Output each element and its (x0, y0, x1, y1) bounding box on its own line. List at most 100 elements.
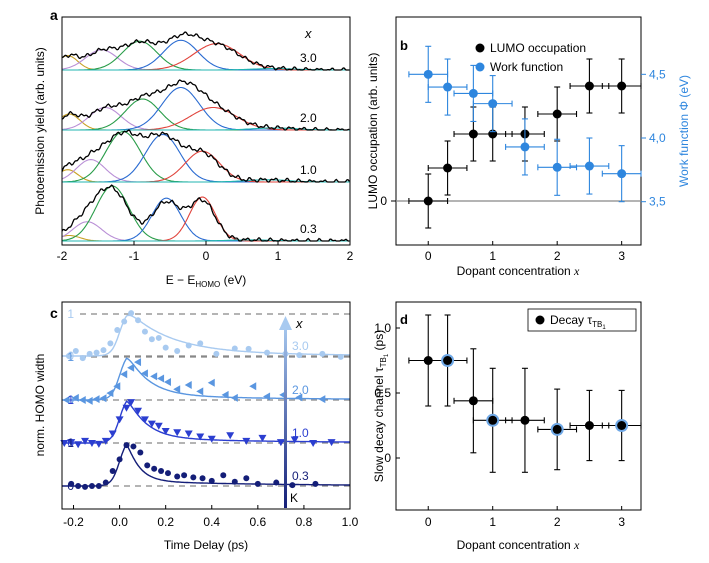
data-point (488, 99, 498, 109)
data-point (137, 449, 144, 456)
y-tick-label: 0 (384, 451, 391, 465)
data-point (150, 372, 158, 381)
panel-b-x-label: Dopant concentration x (457, 264, 580, 278)
data-point (164, 470, 171, 477)
data-point (318, 395, 326, 404)
data-point (81, 437, 90, 445)
data-point (82, 483, 89, 490)
panel-d-x-ticks: 0 1 2 3 (425, 506, 625, 529)
data-point (584, 421, 594, 430)
data-point (423, 196, 433, 206)
data-point (190, 474, 197, 481)
data-point (264, 349, 271, 356)
panel-b-right-y-ticks: 3,5 4,0 4,5 (641, 67, 666, 209)
spectrum-curve (61, 31, 350, 71)
series-label: 3.0 (292, 339, 309, 353)
data-point (128, 310, 135, 317)
data-point (162, 344, 169, 351)
panel-c-x-ticks: -0.2 0.0 0.2 0.4 0.6 0.8 1.0 (63, 505, 359, 529)
panel-c-reference-lines (80, 313, 350, 487)
data-point (290, 436, 299, 444)
data-point (423, 69, 433, 79)
data-point (151, 465, 158, 472)
data-point (258, 434, 267, 442)
data-point (75, 483, 82, 489)
x-tick-label: 2 (554, 249, 561, 263)
panel-b-x-ticks: 0 1 2 3 (425, 241, 625, 263)
x-tick-label: 0.0 (111, 515, 128, 529)
x-tick-label: 2 (554, 515, 561, 529)
data-point (88, 483, 95, 489)
panel-a-x-label: E − EHOMO (eV) (166, 273, 247, 289)
panel-d-frame (395, 301, 642, 511)
legend-lumo-label: LUMO occupation (490, 41, 586, 55)
legend-wf-marker (475, 62, 485, 72)
data-point (113, 382, 121, 391)
data-point (552, 109, 562, 119)
data-point (127, 399, 136, 407)
spectrum-curve (61, 129, 350, 183)
data-point (584, 161, 594, 171)
panel-d-x-label: Dopant concentration x (457, 538, 580, 552)
panel-c-arrow: xK (279, 316, 303, 508)
data-point (123, 442, 130, 449)
data-point (78, 396, 86, 404)
x-tick-label: -0.2 (63, 515, 84, 529)
series-label: 1.0 (292, 426, 309, 440)
panel-b: b 0 1 2 3 3,5 4,0 4,5 0 LUMO occupation Work … (366, 16, 691, 278)
panel-c-frame (61, 301, 351, 510)
data-point (100, 347, 107, 354)
data-point (109, 467, 116, 474)
data-point (102, 479, 109, 486)
panel-a-var-label: x (304, 26, 312, 41)
panel-c-x-label: Time Delay (ps) (164, 538, 248, 552)
x-tick-label: 0.6 (249, 515, 266, 529)
right-y-tick-label: 4,5 (649, 67, 666, 81)
data-point (295, 393, 303, 402)
panel-b-work-function-series (408, 45, 642, 203)
data-point (101, 437, 110, 445)
data-point (173, 385, 181, 394)
legend-wf-label: Work function (490, 60, 563, 74)
data-point (184, 380, 192, 389)
panel-b-legend: LUMO occupation Work function (475, 41, 586, 74)
data-point (249, 382, 257, 391)
panel-a-letter: a (50, 7, 58, 23)
data-point (74, 441, 83, 449)
data-point (207, 378, 215, 387)
data-point (134, 358, 142, 367)
panel-b-y-label-right: Work function Φ (eV) (677, 75, 691, 187)
level-one-label: 1 (67, 436, 74, 450)
data-point (327, 439, 336, 447)
data-point (208, 477, 215, 484)
data-point (196, 433, 205, 441)
legend-lumo-marker (475, 43, 485, 53)
data-point (107, 340, 114, 347)
x-tick-label: 0 (425, 515, 432, 529)
data-point (617, 169, 627, 179)
data-point (242, 437, 251, 445)
x-tick-label: 3 (618, 515, 625, 529)
fit-curve (62, 442, 350, 487)
x-tick-label: 3 (618, 249, 625, 263)
data-point (443, 82, 453, 92)
data-point (72, 347, 79, 354)
panel-c-y-label: norm. HOMO width (33, 354, 47, 457)
data-point (276, 439, 285, 447)
data-point (94, 440, 103, 448)
spectrum-curve (61, 79, 350, 131)
data-point (443, 356, 453, 365)
data-point (230, 393, 238, 402)
data-point (95, 483, 102, 489)
data-point (443, 163, 453, 173)
data-point (273, 479, 280, 486)
data-point (289, 482, 296, 489)
data-point (158, 467, 165, 474)
data-point (617, 421, 627, 430)
data-point (155, 334, 162, 341)
data-point (185, 342, 192, 349)
data-point (127, 363, 135, 372)
panel-d-data (408, 314, 642, 473)
arrow-var-label: x (295, 316, 303, 331)
